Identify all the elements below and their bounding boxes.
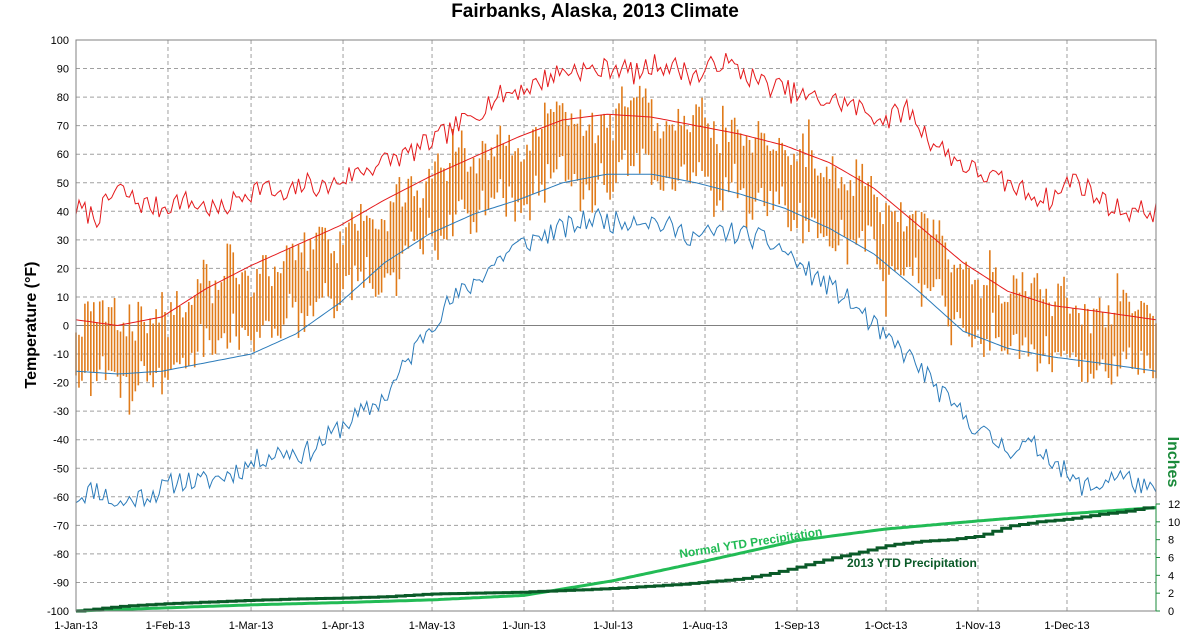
y-tick-label: -20 <box>53 378 69 390</box>
actual-precip-line <box>76 506 1155 613</box>
y-tick-label: -30 <box>53 406 69 418</box>
normal-low-line <box>75 173 1157 375</box>
x-tick-label: 1-Sep-13 <box>774 620 819 630</box>
normal-precip-line <box>75 506 1157 613</box>
series-layer <box>75 53 1157 613</box>
y-tick-label: -80 <box>53 549 69 561</box>
annotations: Normal YTD Precipitation 2013 YTD Precipi… <box>678 525 977 570</box>
y-tick-label: 60 <box>57 149 69 161</box>
x-tick-label: 1-Feb-13 <box>146 620 191 630</box>
y-tick-label: 30 <box>57 235 69 247</box>
y-tick-label: 20 <box>57 263 69 275</box>
y2-tick-label: 0 <box>1168 606 1174 618</box>
y-tick-label: -70 <box>53 520 69 532</box>
x-tick-label: 1-Jan-13 <box>54 620 97 630</box>
plot-frame <box>75 39 1157 612</box>
x-tick-label: 1-May-13 <box>409 620 455 630</box>
y-tick-label: -10 <box>53 349 69 361</box>
x-tick-label: 1-Dec-13 <box>1044 620 1089 630</box>
y2-tick-label: 10 <box>1168 517 1180 529</box>
x-tick-label: 1-Jul-13 <box>593 620 633 630</box>
y2-axis-title: Inches <box>1164 437 1181 488</box>
y2-tick-label: 8 <box>1168 535 1174 547</box>
y2-tick-label: 12 <box>1168 499 1180 511</box>
y-tick-label: 40 <box>57 206 69 218</box>
y-tick-label: 50 <box>57 178 69 190</box>
x-tick-label: 1-Apr-13 <box>322 620 365 630</box>
x-tick-label: 1-Aug-13 <box>682 620 727 630</box>
y-tick-label: -60 <box>53 492 69 504</box>
x-tick-label: 1-Mar-13 <box>229 620 274 630</box>
x-tick-label: 1-Jun-13 <box>502 620 545 630</box>
y-tick-label: 0 <box>63 321 69 333</box>
record-high-line <box>75 53 1157 229</box>
y-tick-label: -40 <box>53 435 69 447</box>
normal-precip-annotation: Normal YTD Precipitation <box>678 525 823 561</box>
chart-title: Fairbanks, Alaska, 2013 Climate <box>451 1 739 22</box>
y-tick-label: 80 <box>57 92 69 104</box>
axes: 1009080706050403020100-10-20-30-40-50-60… <box>47 35 1180 630</box>
y2-tick-label: 4 <box>1168 570 1174 582</box>
x-tick-label: 1-Oct-13 <box>865 620 908 630</box>
y-axis-title: Temperature (°F) <box>23 261 40 388</box>
y2-tick-label: 2 <box>1168 588 1174 600</box>
y-tick-label: 90 <box>57 64 69 76</box>
y-tick-label: 10 <box>57 292 69 304</box>
normal-high-line <box>75 113 1157 327</box>
x-tick-label: 1-Nov-13 <box>955 620 1000 630</box>
y-tick-label: -50 <box>53 463 69 475</box>
y-tick-label: -100 <box>47 606 69 618</box>
y-tick-label: 70 <box>57 121 69 133</box>
y2-tick-label: 6 <box>1168 553 1174 565</box>
record-low-line <box>75 207 1157 508</box>
y-tick-label: 100 <box>51 35 69 47</box>
y-tick-label: -90 <box>53 577 69 589</box>
actual-precip-annotation: 2013 YTD Precipitation <box>847 556 977 570</box>
